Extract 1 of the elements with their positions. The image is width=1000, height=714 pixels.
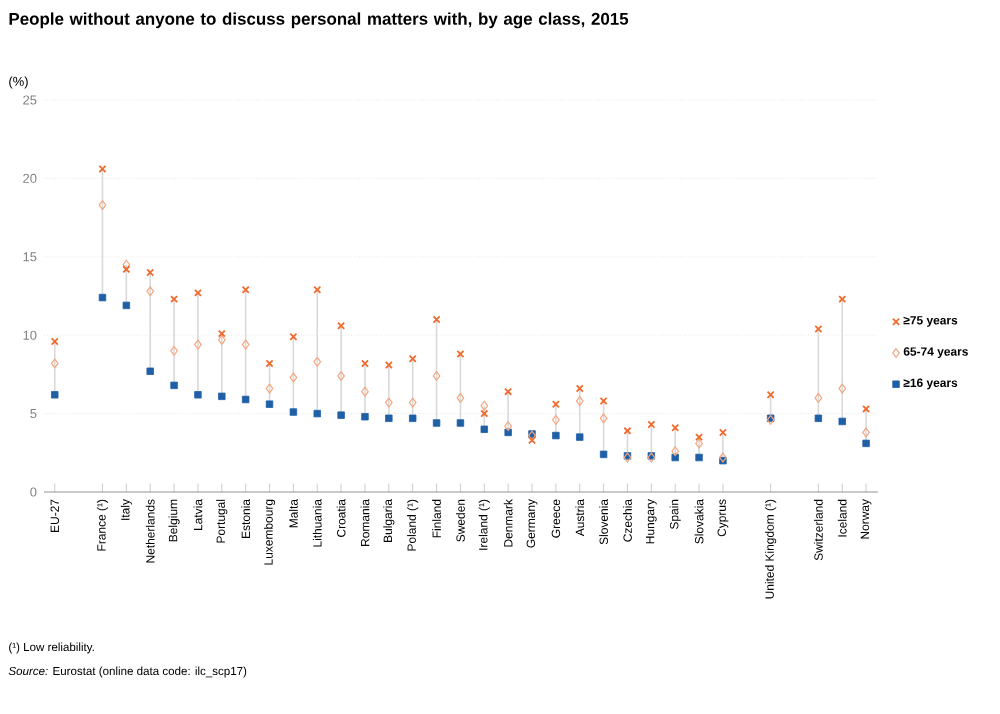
chart-title: People without anyone to discuss personal matters with, by age class, 2015 [9, 12, 629, 29]
